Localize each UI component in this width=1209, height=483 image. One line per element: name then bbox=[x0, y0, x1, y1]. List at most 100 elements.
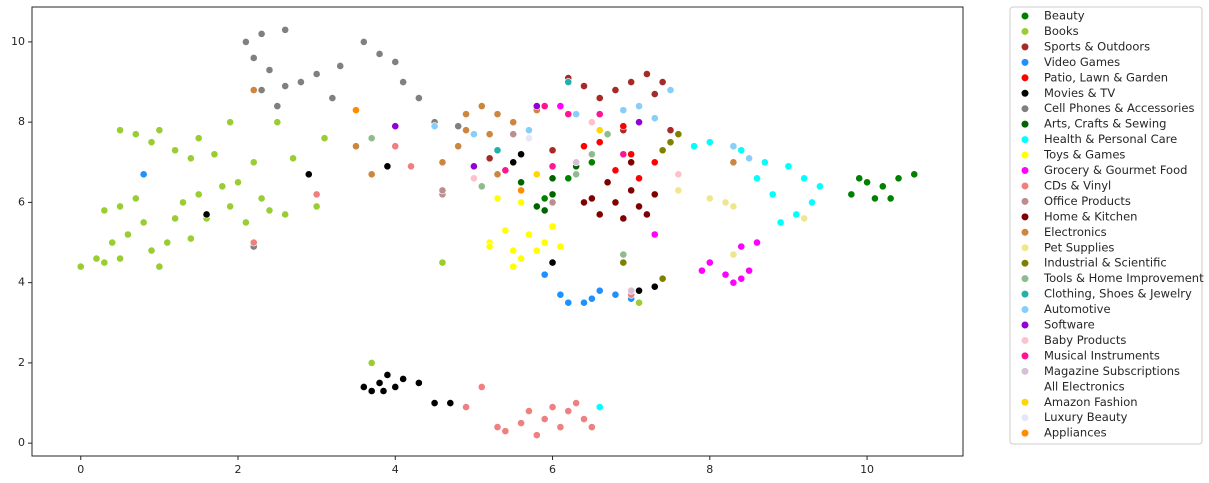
point bbox=[705, 258, 714, 267]
point bbox=[556, 423, 565, 432]
point bbox=[540, 206, 549, 215]
point bbox=[241, 218, 250, 227]
point bbox=[540, 102, 549, 111]
point bbox=[643, 70, 651, 78]
point bbox=[666, 86, 675, 94]
point bbox=[155, 126, 164, 135]
point bbox=[367, 134, 376, 143]
point bbox=[367, 387, 376, 395]
point bbox=[477, 182, 486, 191]
point bbox=[462, 403, 470, 411]
point bbox=[587, 150, 596, 159]
point bbox=[147, 138, 156, 147]
point bbox=[863, 178, 871, 187]
point bbox=[320, 134, 329, 143]
legend-label: CDs & Vinyl bbox=[1044, 178, 1111, 192]
point bbox=[564, 174, 573, 183]
point bbox=[281, 25, 290, 34]
point bbox=[312, 70, 321, 78]
legend-label: Toys & Games bbox=[1043, 148, 1125, 162]
point bbox=[509, 118, 518, 127]
legend-label: Amazon Fashion bbox=[1044, 395, 1138, 409]
point bbox=[635, 118, 643, 127]
legend-label: Patio, Lawn & Garden bbox=[1044, 70, 1168, 84]
point bbox=[281, 82, 290, 90]
point bbox=[650, 90, 659, 98]
legend-marker bbox=[1020, 413, 1030, 422]
point bbox=[658, 146, 667, 155]
point bbox=[784, 162, 793, 171]
point bbox=[485, 154, 494, 163]
point bbox=[375, 379, 384, 387]
point bbox=[226, 202, 235, 211]
point bbox=[383, 371, 392, 379]
point bbox=[587, 118, 596, 127]
point bbox=[635, 102, 643, 111]
point bbox=[249, 86, 258, 94]
point bbox=[116, 202, 124, 211]
point bbox=[587, 294, 596, 303]
y-tick-label: 10 bbox=[11, 35, 25, 48]
point bbox=[501, 226, 510, 235]
point bbox=[493, 110, 502, 119]
legend-marker bbox=[1020, 120, 1030, 129]
point bbox=[312, 202, 321, 211]
y-tick-label: 4 bbox=[18, 276, 25, 289]
point bbox=[532, 431, 541, 440]
point bbox=[603, 178, 612, 187]
point bbox=[595, 210, 604, 219]
point bbox=[391, 58, 400, 66]
point bbox=[100, 206, 109, 215]
point bbox=[509, 130, 518, 139]
legend-marker bbox=[1020, 351, 1030, 361]
point bbox=[619, 250, 628, 259]
y-tick-label: 6 bbox=[18, 195, 25, 208]
legend-marker bbox=[1020, 197, 1030, 206]
legend-label: Luxury Beauty bbox=[1044, 410, 1128, 424]
point bbox=[658, 274, 667, 283]
point bbox=[894, 174, 903, 183]
point bbox=[509, 246, 518, 255]
legend-marker bbox=[1020, 429, 1030, 438]
legend-label: Beauty bbox=[1044, 9, 1085, 23]
point bbox=[438, 258, 447, 267]
point bbox=[910, 170, 919, 179]
point bbox=[548, 403, 557, 411]
legend-label: Industrial & Scientific bbox=[1044, 256, 1167, 270]
point bbox=[289, 154, 297, 163]
point bbox=[627, 158, 636, 167]
point bbox=[548, 190, 557, 199]
point bbox=[454, 142, 463, 151]
legend-label: Grocery & Gourmet Food bbox=[1044, 163, 1187, 177]
point bbox=[517, 186, 525, 195]
point bbox=[470, 130, 478, 139]
point bbox=[674, 130, 683, 139]
point bbox=[792, 210, 801, 219]
x-tick-label: 4 bbox=[392, 463, 399, 476]
legend-label: Arts, Crafts & Sewing bbox=[1044, 117, 1166, 131]
legend-label: Sports & Outdoors bbox=[1044, 39, 1150, 53]
point bbox=[186, 154, 195, 163]
legend-marker bbox=[1020, 290, 1030, 299]
legend-label: Electronics bbox=[1044, 225, 1107, 239]
point bbox=[595, 94, 604, 102]
point bbox=[124, 230, 132, 239]
x-tick-label: 0 bbox=[77, 463, 84, 476]
point bbox=[532, 246, 541, 255]
legend-marker bbox=[1020, 89, 1030, 98]
point bbox=[273, 118, 282, 127]
point bbox=[352, 142, 360, 151]
point bbox=[760, 158, 769, 167]
point bbox=[391, 142, 400, 151]
point bbox=[525, 126, 533, 135]
y-tick-label: 0 bbox=[18, 436, 25, 449]
point bbox=[470, 162, 478, 171]
point bbox=[116, 254, 124, 263]
point bbox=[485, 242, 494, 251]
point bbox=[116, 126, 124, 135]
legend-marker bbox=[1020, 104, 1030, 113]
point bbox=[580, 198, 588, 207]
point bbox=[627, 150, 636, 159]
point bbox=[241, 38, 250, 46]
